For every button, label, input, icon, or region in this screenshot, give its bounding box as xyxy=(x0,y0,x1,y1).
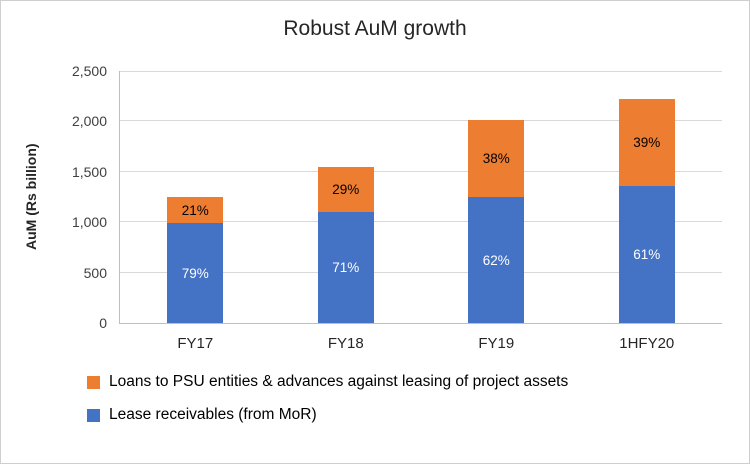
bar-segment-label: 79% xyxy=(181,265,209,281)
bar-segment-label: 29% xyxy=(332,181,360,197)
x-axis-label: FY18 xyxy=(327,335,364,352)
legend-item: Loans to PSU entities & advances against… xyxy=(87,373,568,391)
gridline xyxy=(120,221,722,223)
y-axis-tick-labels: 0 500 1,000 1,500 2,000 2,500 xyxy=(1,63,107,331)
gridline xyxy=(120,120,722,122)
legend-label: Lease receivables (from MoR) xyxy=(109,406,317,423)
stacked-bar: 71% 29% xyxy=(317,166,374,323)
y-tick-label: 2,000 xyxy=(71,113,107,130)
bar-segment-label: 39% xyxy=(633,135,661,151)
legend-swatch xyxy=(87,375,100,389)
bar-segment: 61% xyxy=(618,186,675,323)
bar-slot: 1HFY20 61% 39% xyxy=(572,71,723,352)
legend-swatch xyxy=(87,408,100,422)
bar-segment: 21% xyxy=(167,197,224,224)
bar-segment: 38% xyxy=(468,120,525,197)
bar-segment: 79% xyxy=(167,223,224,323)
stacked-bar: 79% 21% xyxy=(167,197,224,323)
y-tick-label: 1,500 xyxy=(71,163,107,180)
bar-segment: 29% xyxy=(317,166,374,213)
bar-segment: 62% xyxy=(468,197,525,323)
chart-legend: Loans to PSU entities & advances against… xyxy=(87,373,568,424)
stacked-bar: 61% 39% xyxy=(618,99,675,323)
bar-segment-label: 71% xyxy=(332,260,360,276)
y-tick-label: 500 xyxy=(83,264,107,281)
bar-segment: 71% xyxy=(317,212,374,323)
y-tick-label: 0 xyxy=(99,315,107,331)
bar-segment-label: 21% xyxy=(181,202,209,218)
gridline xyxy=(120,271,722,273)
bar-segment-label: 62% xyxy=(482,252,510,268)
plot-area: FY17 79% 21% FY18 71% 29% FY19 62% 38% 1HFY20 61% 3… xyxy=(119,71,723,352)
y-tick-label: 2,500 xyxy=(71,63,107,79)
bar-segment: 39% xyxy=(618,99,675,187)
legend-label: Loans to PSU entities & advances against… xyxy=(109,373,569,390)
chart-title: Robust AuM growth xyxy=(283,17,467,40)
x-axis-label: FY17 xyxy=(177,335,214,352)
x-axis-label: 1HFY20 xyxy=(619,335,675,352)
bar-segment-label: 38% xyxy=(482,151,510,167)
gridline xyxy=(120,71,722,72)
bar-segment-label: 61% xyxy=(633,247,661,263)
gridline xyxy=(120,170,722,172)
bar-slot: FY18 71% 29% xyxy=(271,71,422,352)
y-tick-label: 1,000 xyxy=(71,214,107,231)
bar-slot: FY19 62% 38% xyxy=(421,71,572,352)
bar-slot: FY17 79% 21% xyxy=(120,71,271,352)
stacked-bar: 62% 38% xyxy=(468,120,525,323)
x-axis-label: FY19 xyxy=(478,335,515,352)
legend-item: Lease receivables (from MoR) xyxy=(87,406,568,424)
